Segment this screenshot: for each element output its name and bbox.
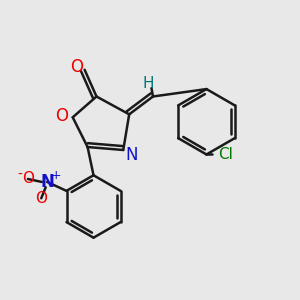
Text: N: N [125,146,138,164]
Text: -: - [17,167,22,182]
Text: O: O [55,107,68,125]
Text: Cl: Cl [218,147,233,162]
Text: O: O [35,191,47,206]
Text: O: O [70,58,83,76]
Text: N: N [40,173,54,191]
Text: O: O [22,172,34,187]
Text: H: H [143,76,154,91]
Text: +: + [50,169,61,182]
